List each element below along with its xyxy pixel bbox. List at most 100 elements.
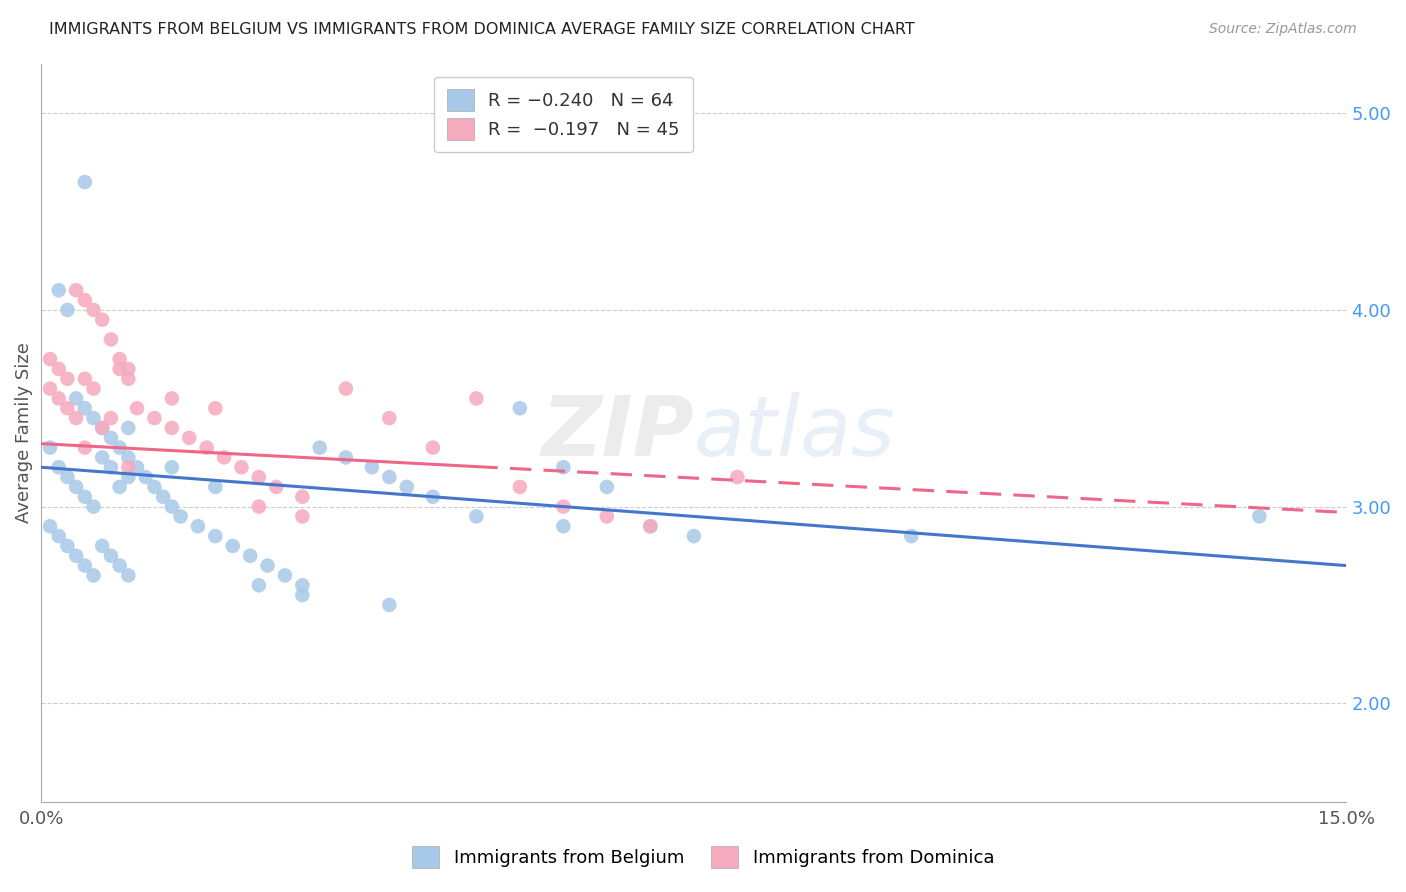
- Point: [361, 460, 384, 475]
- Point: [108, 352, 131, 367]
- Point: [596, 480, 619, 494]
- Point: [65, 549, 87, 563]
- Point: [291, 578, 314, 592]
- Point: [65, 392, 87, 406]
- Point: [56, 470, 79, 484]
- Point: [73, 558, 96, 573]
- Legend: Immigrants from Belgium, Immigrants from Dominica: Immigrants from Belgium, Immigrants from…: [401, 835, 1005, 879]
- Point: [100, 333, 122, 347]
- Text: ZIP: ZIP: [541, 392, 695, 474]
- Point: [509, 480, 531, 494]
- Point: [169, 509, 191, 524]
- Point: [422, 490, 444, 504]
- Point: [378, 470, 401, 484]
- Point: [48, 283, 70, 297]
- Point: [160, 460, 183, 475]
- Point: [100, 460, 122, 475]
- Point: [125, 460, 148, 475]
- Point: [553, 460, 575, 475]
- Point: [596, 509, 619, 524]
- Point: [640, 519, 662, 533]
- Point: [222, 539, 245, 553]
- Point: [39, 382, 62, 396]
- Point: [73, 490, 96, 504]
- Point: [465, 509, 488, 524]
- Point: [56, 401, 79, 416]
- Point: [256, 558, 278, 573]
- Point: [73, 293, 96, 307]
- Point: [143, 411, 166, 425]
- Point: [135, 470, 157, 484]
- Point: [335, 382, 357, 396]
- Point: [48, 392, 70, 406]
- Point: [108, 441, 131, 455]
- Point: [204, 401, 226, 416]
- Point: [291, 490, 314, 504]
- Point: [1249, 509, 1271, 524]
- Point: [117, 421, 139, 435]
- Point: [640, 519, 662, 533]
- Point: [231, 460, 253, 475]
- Point: [465, 392, 488, 406]
- Point: [117, 470, 139, 484]
- Point: [187, 519, 209, 533]
- Point: [108, 362, 131, 376]
- Point: [378, 598, 401, 612]
- Point: [117, 568, 139, 582]
- Point: [91, 312, 114, 326]
- Point: [65, 283, 87, 297]
- Point: [83, 411, 105, 425]
- Point: [100, 431, 122, 445]
- Point: [108, 558, 131, 573]
- Point: [204, 529, 226, 543]
- Point: [56, 302, 79, 317]
- Point: [65, 480, 87, 494]
- Point: [247, 500, 270, 514]
- Point: [160, 500, 183, 514]
- Point: [48, 460, 70, 475]
- Point: [900, 529, 922, 543]
- Point: [152, 490, 174, 504]
- Text: Source: ZipAtlas.com: Source: ZipAtlas.com: [1209, 22, 1357, 37]
- Point: [100, 549, 122, 563]
- Point: [39, 441, 62, 455]
- Point: [509, 401, 531, 416]
- Point: [291, 588, 314, 602]
- Point: [91, 421, 114, 435]
- Point: [125, 401, 148, 416]
- Point: [117, 362, 139, 376]
- Point: [91, 539, 114, 553]
- Point: [143, 480, 166, 494]
- Point: [160, 392, 183, 406]
- Point: [239, 549, 262, 563]
- Point: [117, 460, 139, 475]
- Point: [335, 450, 357, 465]
- Point: [39, 519, 62, 533]
- Point: [378, 411, 401, 425]
- Y-axis label: Average Family Size: Average Family Size: [15, 343, 32, 524]
- Point: [117, 450, 139, 465]
- Point: [291, 509, 314, 524]
- Point: [264, 480, 287, 494]
- Point: [73, 175, 96, 189]
- Text: atlas: atlas: [695, 392, 896, 474]
- Point: [73, 401, 96, 416]
- Point: [160, 421, 183, 435]
- Legend: R = −0.240   N = 64, R =  −0.197   N = 45: R = −0.240 N = 64, R = −0.197 N = 45: [434, 77, 693, 153]
- Point: [73, 441, 96, 455]
- Point: [179, 431, 201, 445]
- Point: [100, 411, 122, 425]
- Text: IMMIGRANTS FROM BELGIUM VS IMMIGRANTS FROM DOMINICA AVERAGE FAMILY SIZE CORRELAT: IMMIGRANTS FROM BELGIUM VS IMMIGRANTS FR…: [49, 22, 915, 37]
- Point: [108, 480, 131, 494]
- Point: [422, 441, 444, 455]
- Point: [308, 441, 330, 455]
- Point: [683, 529, 706, 543]
- Point: [56, 539, 79, 553]
- Point: [117, 372, 139, 386]
- Point: [83, 382, 105, 396]
- Point: [83, 302, 105, 317]
- Point: [212, 450, 235, 465]
- Point: [274, 568, 297, 582]
- Point: [247, 470, 270, 484]
- Point: [83, 568, 105, 582]
